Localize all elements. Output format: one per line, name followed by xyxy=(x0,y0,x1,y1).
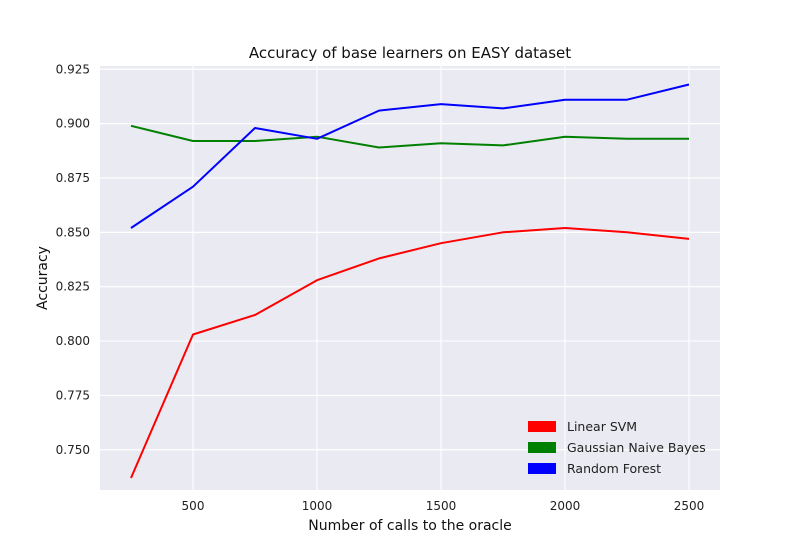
x-tick-label: 1000 xyxy=(302,499,333,513)
x-tick-label: 2000 xyxy=(550,499,581,513)
x-tick-labels: 500 1000 1500 2000 2500 xyxy=(182,499,705,513)
y-tick-label: 0.800 xyxy=(56,334,90,348)
y-tick-labels: 0.750 0.775 0.800 0.825 0.850 0.875 0.900 0.925 xyxy=(56,62,90,457)
legend-label-random-forest: Random Forest xyxy=(567,461,661,476)
x-tick-label: 500 xyxy=(182,499,205,513)
legend-swatch-gaussian-naive-bayes xyxy=(528,442,556,453)
y-axis-label: Accuracy xyxy=(35,246,51,310)
legend-label-gaussian-naive-bayes: Gaussian Naive Bayes xyxy=(567,440,706,455)
y-tick-label: 0.875 xyxy=(56,171,90,185)
plot-background xyxy=(100,66,720,490)
legend-label-linear-svm: Linear SVM xyxy=(567,419,637,434)
x-tick-label: 2500 xyxy=(674,499,705,513)
series-line-random-forest xyxy=(130,83,690,229)
y-tick-label: 0.925 xyxy=(56,62,90,76)
y-tick-label: 0.850 xyxy=(56,225,90,239)
legend: Linear SVM Gaussian Naive Bayes Random For… xyxy=(528,419,706,476)
y-tick-label: 0.825 xyxy=(56,280,90,294)
y-tick-label: 0.775 xyxy=(56,388,90,402)
x-axis-label: Number of calls to the oracle xyxy=(308,518,511,534)
x-tick-label: 1500 xyxy=(426,499,457,513)
chart-title: Accuracy of base learners on EASY datase… xyxy=(249,44,571,62)
y-tick-label: 0.750 xyxy=(56,443,90,457)
legend-swatch-random-forest xyxy=(528,463,556,474)
series-line-gaussian-naive-bayes xyxy=(130,124,689,149)
legend-swatch-linear-svm xyxy=(528,421,556,432)
series-lines xyxy=(130,83,690,479)
y-tick-label: 0.900 xyxy=(56,117,90,131)
series-line-linear-svm xyxy=(130,227,690,479)
